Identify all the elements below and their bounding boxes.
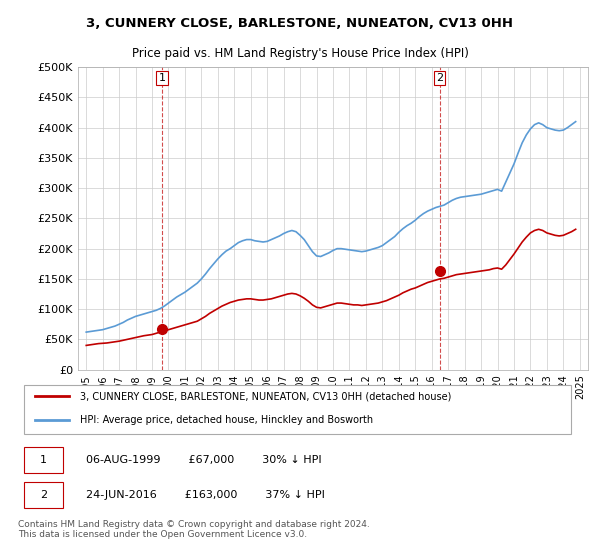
Text: 24-JUN-2016        £163,000        37% ↓ HPI: 24-JUN-2016 £163,000 37% ↓ HPI: [86, 490, 325, 500]
Text: HPI: Average price, detached house, Hinckley and Bosworth: HPI: Average price, detached house, Hinc…: [80, 415, 373, 425]
FancyBboxPatch shape: [23, 447, 63, 473]
Text: 1: 1: [158, 73, 166, 83]
Text: Contains HM Land Registry data © Crown copyright and database right 2024.
This d: Contains HM Land Registry data © Crown c…: [18, 520, 370, 539]
FancyBboxPatch shape: [23, 482, 63, 508]
Text: 3, CUNNERY CLOSE, BARLESTONE, NUNEATON, CV13 0HH: 3, CUNNERY CLOSE, BARLESTONE, NUNEATON, …: [86, 17, 514, 30]
Text: 2: 2: [40, 490, 47, 500]
Text: Price paid vs. HM Land Registry's House Price Index (HPI): Price paid vs. HM Land Registry's House …: [131, 47, 469, 60]
Text: 06-AUG-1999        £67,000        30% ↓ HPI: 06-AUG-1999 £67,000 30% ↓ HPI: [86, 455, 322, 465]
FancyBboxPatch shape: [23, 385, 571, 434]
Text: 3, CUNNERY CLOSE, BARLESTONE, NUNEATON, CV13 0HH (detached house): 3, CUNNERY CLOSE, BARLESTONE, NUNEATON, …: [80, 391, 451, 402]
Text: 2: 2: [436, 73, 443, 83]
Text: 1: 1: [40, 455, 47, 465]
